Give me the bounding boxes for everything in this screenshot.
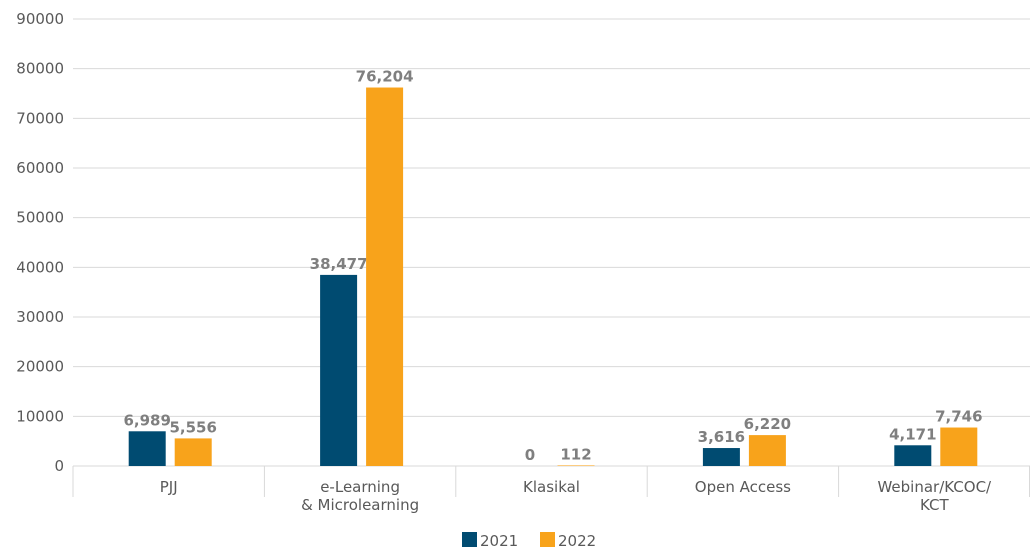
y-tick-label: 0 bbox=[54, 457, 64, 475]
value-label: 5,556 bbox=[169, 418, 216, 436]
y-tick-label: 30000 bbox=[16, 308, 64, 326]
bar bbox=[748, 435, 786, 466]
y-tick-label: 40000 bbox=[16, 258, 64, 276]
value-label: 112 bbox=[560, 445, 591, 463]
value-label: 6,220 bbox=[744, 415, 791, 433]
bar bbox=[557, 465, 595, 466]
y-tick-label: 60000 bbox=[16, 159, 64, 177]
bar bbox=[702, 448, 740, 466]
legend-swatch bbox=[462, 532, 477, 547]
value-label: 3,616 bbox=[698, 428, 745, 446]
y-tick-label: 10000 bbox=[16, 407, 64, 425]
y-tick-label: 50000 bbox=[16, 209, 64, 227]
y-tick-label: 90000 bbox=[16, 10, 64, 28]
y-tick-label: 20000 bbox=[16, 358, 64, 376]
value-label: 6,989 bbox=[123, 411, 170, 429]
y-tick-label: 70000 bbox=[16, 109, 64, 127]
value-label: 0 bbox=[525, 446, 535, 464]
y-tick-label: 80000 bbox=[16, 60, 64, 78]
x-tick-label: Klasikal bbox=[523, 478, 580, 496]
bar bbox=[128, 431, 166, 466]
x-tick-label: e-Learning & Microlearning bbox=[301, 478, 419, 514]
legend-label: 2021 bbox=[480, 532, 518, 550]
bar bbox=[320, 274, 358, 466]
x-tick-label: Open Access bbox=[695, 478, 791, 496]
x-tick-label: PJJ bbox=[160, 478, 178, 496]
legend-swatch bbox=[540, 532, 555, 547]
value-label: 4,171 bbox=[889, 425, 936, 443]
value-label: 38,477 bbox=[310, 255, 368, 273]
x-tick-label: Webinar/KCOC/KCT bbox=[877, 478, 992, 514]
legend-label: 2022 bbox=[558, 532, 596, 550]
value-label: 76,204 bbox=[356, 68, 414, 86]
bar bbox=[366, 87, 404, 466]
bar bbox=[940, 427, 978, 466]
value-label: 7,746 bbox=[935, 408, 982, 426]
bar bbox=[174, 438, 212, 466]
bar bbox=[894, 445, 932, 466]
